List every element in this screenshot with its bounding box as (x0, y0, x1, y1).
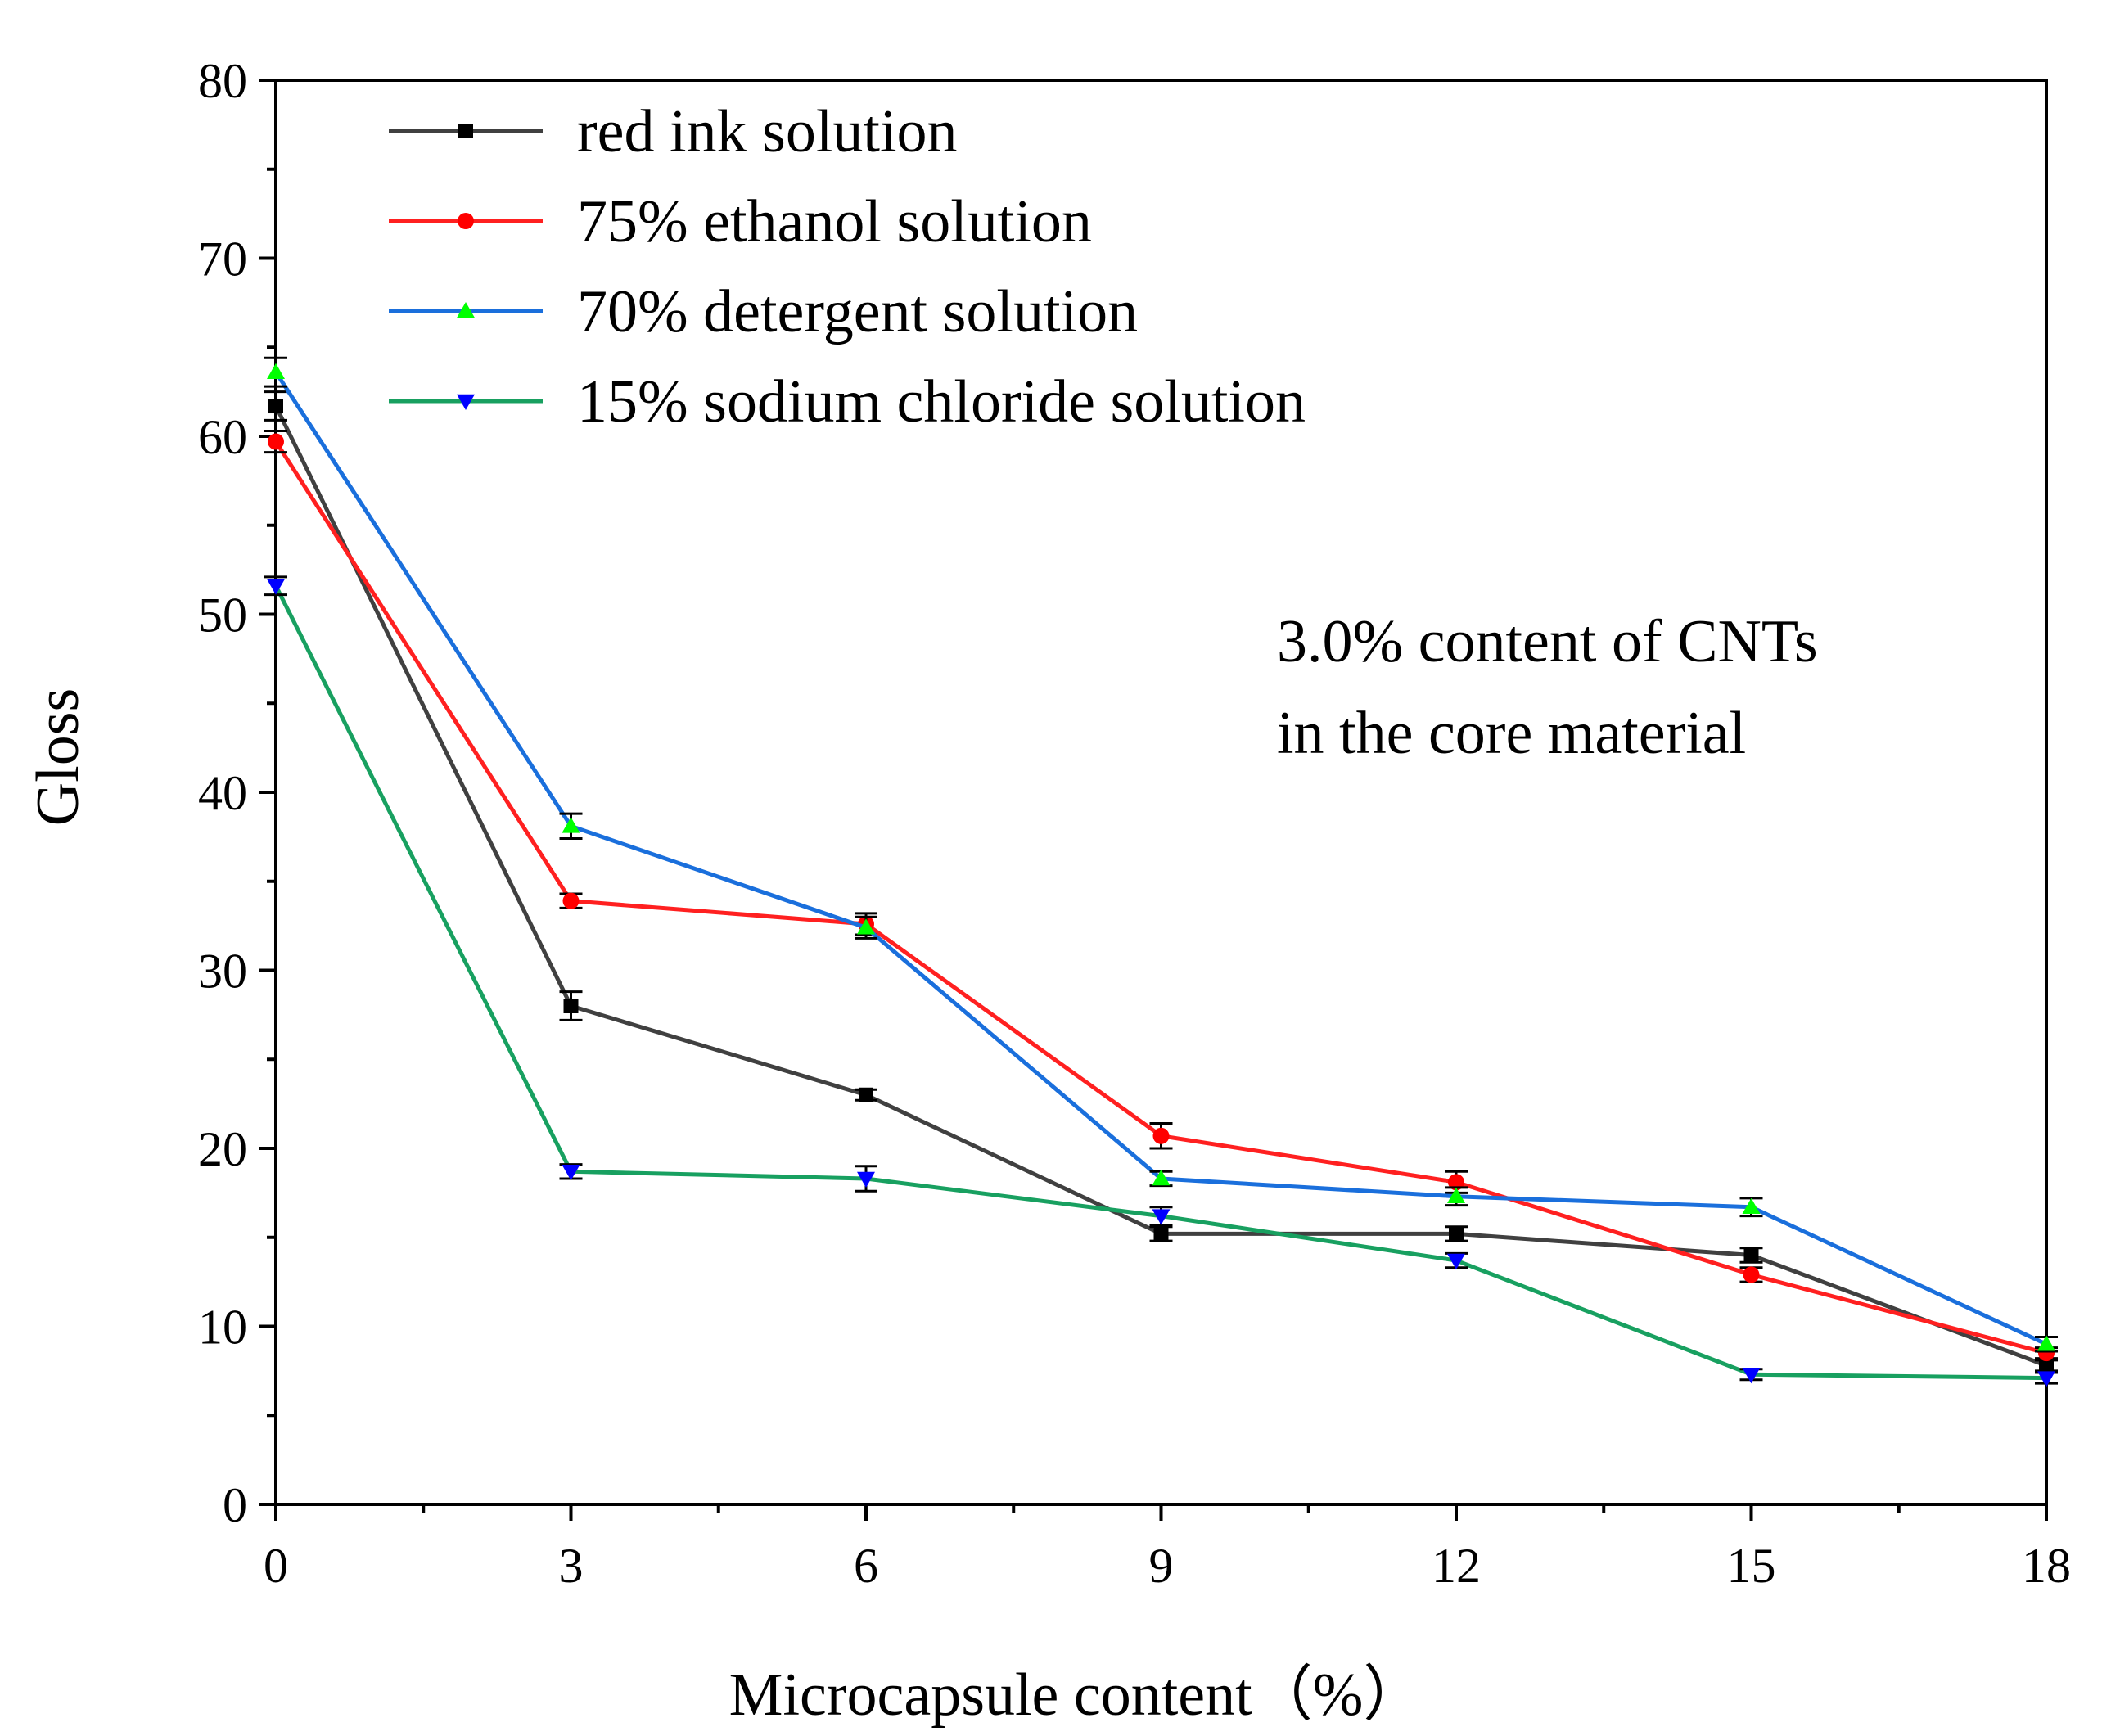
data-point (563, 999, 579, 1013)
data-point (562, 817, 580, 833)
annotation-line-1: 3.0% content of CNTs (1277, 608, 1818, 675)
data-point (2037, 1335, 2055, 1351)
y-tick-label: 70 (198, 232, 247, 286)
series-layer (264, 356, 2058, 1387)
data-point (267, 579, 285, 595)
legend-marker (457, 394, 475, 410)
series-line (273, 584, 2047, 1381)
legend-marker (458, 213, 474, 229)
annotation-line-2: in the core material (1277, 700, 1746, 767)
x-tick-label: 6 (854, 1539, 878, 1593)
y-tick-label: 40 (198, 766, 247, 820)
data-point (1447, 1187, 1465, 1203)
y-tick-label: 60 (198, 410, 247, 464)
data-point (1449, 1226, 1464, 1242)
data-point (857, 1171, 875, 1188)
data-point (1743, 1247, 1759, 1263)
data-point (268, 433, 284, 450)
series-1 (264, 390, 2058, 1373)
y-tick-label: 80 (198, 54, 247, 108)
y-tick-label: 10 (198, 1301, 247, 1355)
y-axis-title: Gloss (25, 688, 92, 827)
data-point (562, 1165, 580, 1181)
legend: red ink solution 75% ethanol solution 70% … (389, 98, 1306, 435)
data-point (859, 1087, 873, 1102)
x-axis-title: Microcapsule content（%） (729, 1662, 1424, 1729)
data-point (1152, 1169, 1171, 1186)
data-point (1448, 1174, 1464, 1191)
axis-ticks: 0 3 6 9 12 15 18 0 10 20 30 40 50 60 70 80 (198, 54, 2071, 1593)
data-point (2037, 1371, 2055, 1387)
legend-item-4: 15% sodium chloride solution (389, 368, 1306, 435)
data-point (1447, 1253, 1465, 1270)
series-4 (264, 575, 2058, 1387)
x-tick-label: 0 (264, 1539, 288, 1593)
data-point (1742, 1367, 1761, 1384)
legend-item-3: 70% detergent solution (389, 278, 1138, 345)
legend-item-1: red ink solution (389, 98, 958, 165)
data-point (268, 399, 283, 414)
legend-label: red ink solution (577, 98, 958, 165)
y-tick-label: 0 (223, 1478, 247, 1532)
legend-marker (458, 124, 473, 138)
legend-item-2: 75% ethanol solution (389, 188, 1092, 255)
plot-frame (274, 79, 2048, 1506)
data-point (857, 918, 875, 935)
x-tick-label: 18 (2022, 1539, 2071, 1593)
data-point (1742, 1197, 1761, 1215)
legend-label: 75% ethanol solution (577, 188, 1092, 255)
x-tick-label: 12 (1432, 1539, 1481, 1593)
x-tick-label: 3 (559, 1539, 584, 1593)
data-point (2039, 1358, 2054, 1373)
data-point (1743, 1266, 1760, 1283)
data-point (267, 363, 285, 379)
legend-label: 70% detergent solution (577, 278, 1138, 345)
y-tick-label: 20 (198, 1122, 247, 1176)
data-point (1152, 1209, 1171, 1225)
data-point (562, 892, 580, 909)
data-point (1152, 1127, 1170, 1144)
y-tick-label: 50 (198, 588, 247, 643)
series-3 (264, 356, 2058, 1353)
y-tick-label: 30 (198, 945, 247, 999)
x-tick-label: 15 (1727, 1539, 1776, 1593)
legend-marker (457, 302, 475, 318)
x-tick-label: 9 (1149, 1539, 1174, 1593)
data-point (1153, 1226, 1169, 1242)
legend-label: 15% sodium chloride solution (577, 368, 1306, 435)
